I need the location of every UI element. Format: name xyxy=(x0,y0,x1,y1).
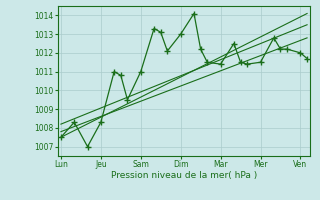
X-axis label: Pression niveau de la mer( hPa ): Pression niveau de la mer( hPa ) xyxy=(111,171,257,180)
